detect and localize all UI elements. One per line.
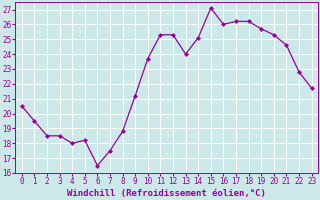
X-axis label: Windchill (Refroidissement éolien,°C): Windchill (Refroidissement éolien,°C): [67, 189, 266, 198]
